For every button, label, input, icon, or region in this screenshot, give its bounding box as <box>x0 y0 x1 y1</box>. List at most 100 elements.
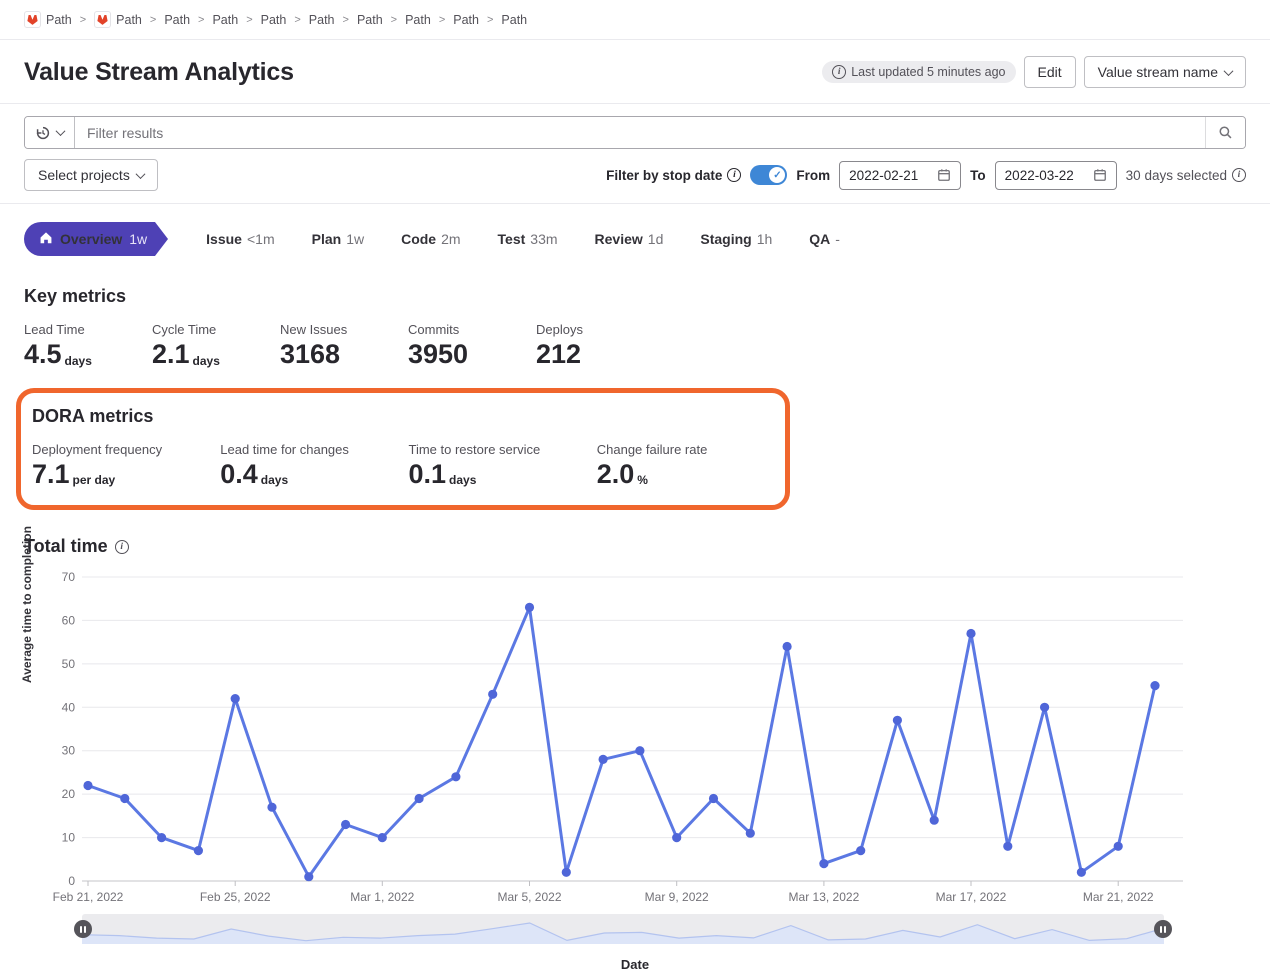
svg-text:70: 70 <box>62 570 76 584</box>
breadcrumb-item[interactable]: Path <box>212 13 238 27</box>
svg-text:Feb 25, 2022: Feb 25, 2022 <box>200 890 271 904</box>
metric-value: 0.1 <box>408 458 447 489</box>
total-time-section: Total time Average time to completion 0 1… <box>0 510 1270 972</box>
breadcrumb-item[interactable]: Path <box>261 13 287 27</box>
stage-duration: - <box>835 231 840 247</box>
svg-text:Feb 21, 2022: Feb 21, 2022 <box>53 890 124 904</box>
toggle-check-icon: ✓ <box>769 167 786 183</box>
page-title: Value Stream Analytics <box>24 57 294 86</box>
breadcrumb-item[interactable]: Path <box>453 13 479 27</box>
stage-name: Plan <box>311 231 342 247</box>
filter-history-button[interactable] <box>25 117 75 148</box>
metric-unit: days <box>449 473 477 488</box>
svg-text:0: 0 <box>68 874 75 888</box>
chevron-right-icon: > <box>294 13 301 26</box>
breadcrumb-label: Path <box>356 12 383 27</box>
breadcrumb-label: Path <box>46 12 72 27</box>
metric: Deployment frequency 7.1 per day <box>32 442 220 488</box>
chevron-right-icon: > <box>198 13 205 26</box>
svg-text:Mar 1, 2022: Mar 1, 2022 <box>350 890 414 904</box>
calendar-icon <box>938 169 951 181</box>
breadcrumb-item[interactable]: Path <box>309 13 335 27</box>
stage-duration: 1w <box>346 231 365 247</box>
metric: Lead time for changes 0.4 days <box>220 442 408 488</box>
metric-label: Deploys <box>536 322 583 337</box>
metric-unit: per day <box>72 473 116 488</box>
metric-value: 212 <box>536 339 582 369</box>
stage-duration: 1d <box>647 231 664 247</box>
svg-text:60: 60 <box>62 614 76 628</box>
breadcrumb-label: Path <box>116 12 142 27</box>
gitlab-fox-icon <box>94 11 112 28</box>
chevron-right-icon: > <box>342 13 349 26</box>
filter-results-input[interactable] <box>75 117 1205 148</box>
stage-tab-issue[interactable]: Issue <1m <box>206 231 274 247</box>
chevron-right-icon: > <box>390 13 398 26</box>
to-date-field[interactable]: 2022-03-22 <box>994 160 1117 190</box>
metric: Lead Time 4.5 days <box>24 322 152 368</box>
svg-text:40: 40 <box>62 701 76 715</box>
metric-label: Change failure rate <box>596 441 708 457</box>
chevron-right-icon: > <box>486 13 494 26</box>
line-chart: 0 10 20 30 40 50 60 70 Feb 21, 2022 Feb 25, 2022 M… <box>53 570 1183 904</box>
stage-tab-qa[interactable]: QA - <box>809 231 840 247</box>
metric-label: New Issues <box>280 322 348 337</box>
brush-handle-icon[interactable] <box>74 920 92 939</box>
y-axis-title: Average time to completion <box>20 526 34 684</box>
stage-tab-test[interactable]: Test 33m <box>498 231 558 247</box>
value-stream-dropdown[interactable]: Value stream name <box>1083 56 1246 88</box>
search-icon <box>1219 126 1232 139</box>
stage-duration: 33m <box>530 231 558 247</box>
metric-label: Time to restore service <box>408 441 541 457</box>
chart-brush[interactable] <box>74 914 1172 945</box>
svg-text:20: 20 <box>62 787 76 801</box>
breadcrumb-label: Path <box>212 12 239 27</box>
svg-text:10: 10 <box>62 831 76 845</box>
svg-text:Mar 5, 2022: Mar 5, 2022 <box>497 890 561 904</box>
metric: Change failure rate 2.0% <box>597 442 785 488</box>
metric-value: 3168 <box>280 339 341 369</box>
breadcrumb: Path > Path > Path > Path > Path > Path > Path > Path >… <box>0 0 1270 40</box>
info-icon <box>727 168 742 182</box>
select-projects-dropdown[interactable]: Select projects <box>24 159 158 191</box>
dora-metrics-row: Deployment frequency 7.1 per day Lead time … <box>32 442 785 488</box>
days-selected-label: 30 days selected <box>1126 168 1246 183</box>
stage-tab-review[interactable]: Review 1d <box>595 231 664 247</box>
stage-name: Overview <box>60 231 123 247</box>
home-icon <box>39 231 53 248</box>
search-button[interactable] <box>1205 117 1245 148</box>
total-time-title: Total time <box>24 536 1246 557</box>
metric-unit: days <box>260 473 289 488</box>
breadcrumb-item[interactable]: Path <box>164 13 190 27</box>
svg-text:50: 50 <box>62 657 76 671</box>
stage-tab-code[interactable]: Code 2m <box>401 231 460 247</box>
stage-tab-overview[interactable]: Overview 1w <box>24 222 169 256</box>
svg-text:Mar 21, 2022: Mar 21, 2022 <box>1083 890 1154 904</box>
brush-mini-chart <box>82 922 1164 945</box>
info-icon <box>832 65 847 79</box>
from-date-field[interactable]: 2022-02-21 <box>839 160 962 190</box>
to-label: To <box>970 167 986 183</box>
stage-name: Review <box>594 231 643 247</box>
breadcrumb-item[interactable]: Path <box>405 13 431 27</box>
brush-handle-icon[interactable] <box>1154 920 1172 939</box>
breadcrumb-item[interactable]: Path <box>94 11 142 28</box>
metric-label: Deployment frequency <box>32 441 163 457</box>
filter-bar <box>24 116 1246 149</box>
breadcrumb-item[interactable]: Path <box>24 11 72 28</box>
stage-tab-plan[interactable]: Plan 1w <box>312 231 364 247</box>
chevron-right-icon: > <box>149 13 157 26</box>
metric-value: 0.4 <box>220 458 258 489</box>
edit-button[interactable]: Edit <box>1023 56 1076 88</box>
x-axis-title: Date <box>620 957 650 973</box>
breadcrumb-item[interactable]: Path <box>357 13 383 27</box>
stage-tab-staging[interactable]: Staging 1h <box>700 231 772 247</box>
breadcrumb-label: Path <box>164 12 191 27</box>
chevron-down-icon <box>55 126 66 137</box>
metric-unit: days <box>64 353 92 368</box>
stop-date-toggle[interactable]: ✓ <box>750 165 788 185</box>
breadcrumb-item[interactable]: Path <box>501 13 527 27</box>
metric-label: Lead Time <box>24 322 85 337</box>
key-metrics-title: Key metrics <box>24 286 127 306</box>
filter-section: Select projects Filter by stop date ✓ Fr… <box>0 104 1270 204</box>
